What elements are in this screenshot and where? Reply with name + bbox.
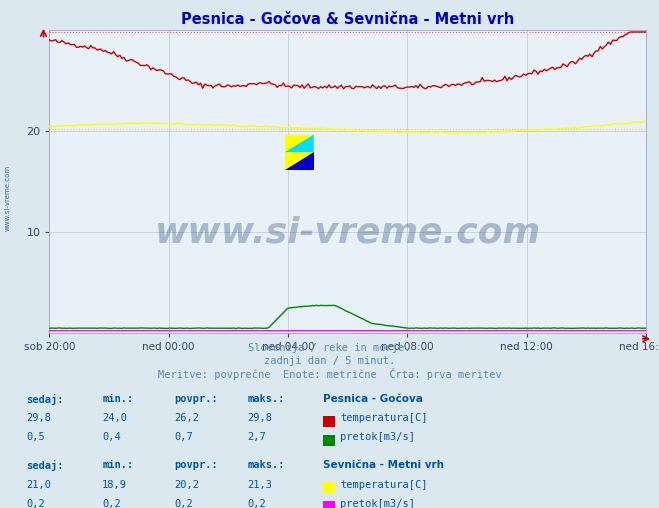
Text: 29,8: 29,8 <box>247 413 272 423</box>
Text: zadnji dan / 5 minut.: zadnji dan / 5 minut. <box>264 356 395 366</box>
Polygon shape <box>285 135 314 152</box>
Text: 0,2: 0,2 <box>247 499 266 508</box>
FancyBboxPatch shape <box>285 135 314 170</box>
Text: Slovenija / reke in morje.: Slovenija / reke in morje. <box>248 343 411 353</box>
Text: www.si-vreme.com: www.si-vreme.com <box>155 216 540 250</box>
Text: 0,4: 0,4 <box>102 432 121 442</box>
Text: 0,2: 0,2 <box>102 499 121 508</box>
Text: 24,0: 24,0 <box>102 413 127 423</box>
Text: 20,2: 20,2 <box>175 480 200 490</box>
Text: 0,7: 0,7 <box>175 432 193 442</box>
Text: 0,2: 0,2 <box>175 499 193 508</box>
Text: povpr.:: povpr.: <box>175 394 218 404</box>
Polygon shape <box>285 152 314 170</box>
Text: 0,5: 0,5 <box>26 432 45 442</box>
Text: pretok[m3/s]: pretok[m3/s] <box>340 499 415 508</box>
Text: Sevnična - Metni vrh: Sevnična - Metni vrh <box>323 460 444 470</box>
Text: temperatura[C]: temperatura[C] <box>340 413 428 423</box>
Text: 29,8: 29,8 <box>26 413 51 423</box>
Text: 21,3: 21,3 <box>247 480 272 490</box>
Text: maks.:: maks.: <box>247 460 285 470</box>
Text: 26,2: 26,2 <box>175 413 200 423</box>
Text: temperatura[C]: temperatura[C] <box>340 480 428 490</box>
Text: 21,0: 21,0 <box>26 480 51 490</box>
Text: sedaj:: sedaj: <box>26 394 64 405</box>
Text: Pesnica - Gočova: Pesnica - Gočova <box>323 394 423 404</box>
Text: povpr.:: povpr.: <box>175 460 218 470</box>
Title: Pesnica - Gočova & Sevnična - Metni vrh: Pesnica - Gočova & Sevnična - Metni vrh <box>181 12 514 26</box>
Text: 2,7: 2,7 <box>247 432 266 442</box>
Text: 0,2: 0,2 <box>26 499 45 508</box>
Text: www.si-vreme.com: www.si-vreme.com <box>5 165 11 231</box>
Text: Meritve: povprečne  Enote: metrične  Črta: prva meritev: Meritve: povprečne Enote: metrične Črta:… <box>158 368 501 380</box>
Text: pretok[m3/s]: pretok[m3/s] <box>340 432 415 442</box>
Text: min.:: min.: <box>102 460 133 470</box>
Text: 18,9: 18,9 <box>102 480 127 490</box>
Text: min.:: min.: <box>102 394 133 404</box>
Text: maks.:: maks.: <box>247 394 285 404</box>
Text: sedaj:: sedaj: <box>26 460 64 471</box>
